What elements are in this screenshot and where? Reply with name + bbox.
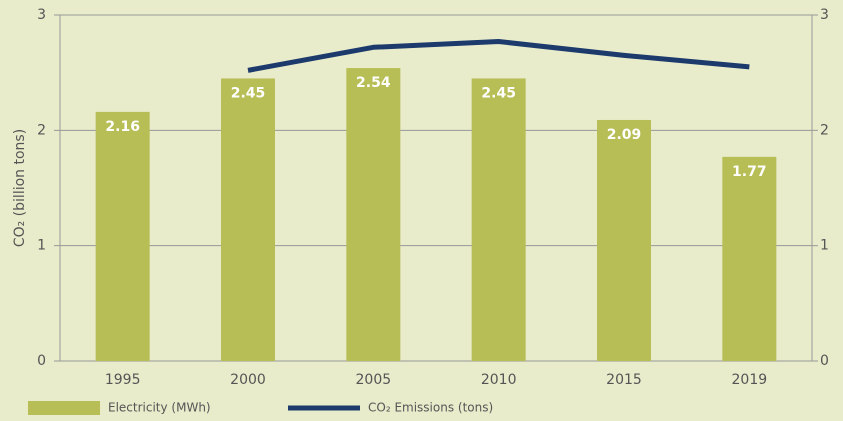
x-tick-label: 2019 bbox=[732, 372, 768, 388]
x-tick-label: 2010 bbox=[481, 372, 517, 388]
bar bbox=[722, 156, 777, 361]
legend-swatch bbox=[28, 401, 100, 415]
bar bbox=[597, 119, 651, 361]
y-tick-label: 0 bbox=[37, 353, 46, 369]
x-tick-label: 2005 bbox=[356, 372, 392, 388]
data-label: 2.45 bbox=[231, 85, 266, 101]
data-label: 2.54 bbox=[356, 75, 391, 91]
y-tick-label: 3 bbox=[37, 7, 46, 23]
y-axis-label: CO₂ (billion tons) bbox=[12, 129, 28, 247]
x-tick-label: 2015 bbox=[606, 372, 642, 388]
bar bbox=[346, 68, 401, 361]
y-tick-label: 2 bbox=[37, 122, 46, 138]
data-label: 2.09 bbox=[607, 127, 642, 143]
bar bbox=[95, 111, 150, 361]
x-tick-label: 2000 bbox=[230, 372, 266, 388]
y2-tick-label: 1 bbox=[820, 238, 829, 254]
y2-tick-label: 0 bbox=[820, 353, 829, 369]
legend-label: CO₂ Emissions (tons) bbox=[368, 401, 493, 415]
bar bbox=[221, 78, 275, 361]
y2-tick-label: 2 bbox=[820, 122, 829, 138]
data-label: 1.77 bbox=[732, 164, 767, 180]
data-label: 2.45 bbox=[481, 85, 516, 101]
y-tick-label: 1 bbox=[37, 238, 46, 254]
bar bbox=[471, 78, 526, 361]
line bbox=[247, 39, 750, 73]
data-label: 2.16 bbox=[105, 119, 140, 135]
x-tick-label: 1995 bbox=[105, 372, 141, 388]
y2-tick-label: 3 bbox=[820, 7, 829, 23]
legend-label: Electricity (MWh) bbox=[108, 401, 211, 415]
